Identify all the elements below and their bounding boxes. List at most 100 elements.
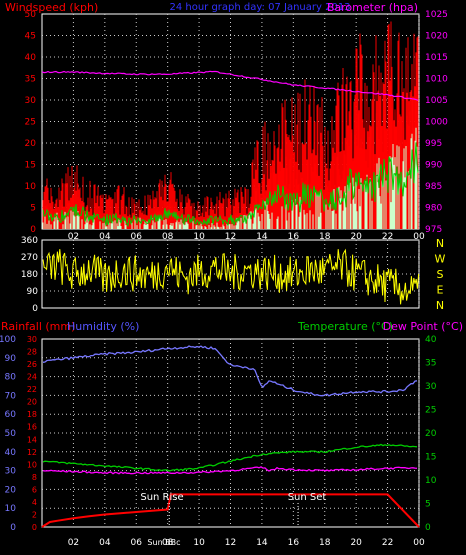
baro-tick-label: 995 (425, 139, 442, 149)
graph-day-title: 24 hour graph day: 07 January 2013 (169, 2, 350, 13)
humidity-tick-label: 50 (5, 429, 17, 439)
humidity-tick-label: 100 (0, 335, 16, 345)
humidity-tick-label: 30 (5, 467, 17, 477)
sun-marker-label: Sun BBc (147, 538, 180, 547)
direction-axis-ticks: 0 90 180 270 360 (21, 236, 38, 314)
rain-tick-label: 26 (27, 360, 37, 369)
barometer-series (41, 70, 419, 101)
compass-label: N (436, 237, 444, 250)
baro-tick-label: 990 (425, 161, 442, 171)
x-tick-label: 00 (413, 232, 425, 242)
rainfall-series (41, 493, 420, 528)
baro-tick-label: 1025 (425, 10, 448, 20)
x-tick-label: 16 (288, 232, 300, 242)
temperature-tick-label: 20 (425, 429, 437, 439)
compass-label: N (436, 299, 444, 312)
baro-axis-ticks: 975 980 985 990 995 1000 1005 1010 1015 1020 1025 (425, 10, 448, 235)
temperature-tick-label: 10 (425, 476, 437, 486)
wind-tick-label: 30 (25, 96, 37, 106)
wind-tick-label: 15 (25, 161, 36, 171)
humidity-tick-label: 60 (5, 410, 17, 420)
humidity-tick-label: 70 (5, 391, 17, 401)
baro-tick-label: 980 (425, 204, 442, 214)
x-tick-label: 18 (319, 232, 331, 242)
humidity-tick-label: 20 (5, 485, 17, 495)
top-series (41, 21, 419, 229)
x-tick-label: 22 (382, 538, 393, 548)
direction-tick-label: 90 (27, 287, 39, 297)
humidity-tick-label: 40 (5, 448, 17, 458)
x-tick-label: 04 (99, 538, 111, 548)
temp-title: Temperature (°C) (297, 320, 393, 333)
direction-grid (42, 240, 420, 308)
wind-avg-line (42, 142, 419, 228)
temperature-series (42, 443, 418, 472)
humidity-tick-label: 10 (5, 504, 17, 514)
rain-tick-label: 10 (27, 460, 37, 469)
temperature-tick-label: 0 (425, 523, 431, 533)
x-tick-label: 08 (162, 232, 174, 242)
bottom-x-ticks: 02 04 06 08 10 12 14 16 18 20 22 00 (68, 538, 425, 548)
x-tick-label: 04 (99, 232, 111, 242)
rain-tick-label: 12 (27, 448, 37, 457)
temperature-tick-label: 5 (425, 500, 431, 510)
wind-tick-label: 20 (25, 139, 37, 149)
bottom-series (41, 345, 420, 528)
rain-tick-label: 22 (27, 385, 37, 394)
rain-tick-label: 28 (27, 348, 37, 357)
x-tick-label: 12 (225, 538, 236, 548)
temperature-tick-label: 40 (425, 335, 437, 345)
rain-tick-label: 30 (27, 335, 37, 344)
wind-tick-label: 25 (25, 118, 36, 128)
x-tick-label: 06 (131, 538, 143, 548)
x-tick-label: 02 (68, 232, 79, 242)
baro-tick-label: 1020 (425, 32, 448, 42)
baro-tick-label: 975 (425, 225, 442, 235)
x-tick-label: 14 (256, 538, 268, 548)
rain-tick-label: 18 (27, 410, 37, 419)
dew-point-series (42, 466, 418, 475)
wind-tick-label: 0 (30, 225, 36, 235)
humidity-series (42, 345, 418, 397)
rain-tick-label: 8 (32, 473, 37, 482)
wind-title: Windspeed (kph) (5, 1, 98, 14)
x-tick-label: 16 (288, 538, 300, 548)
compass-label: E (437, 284, 444, 297)
compass-label: S (437, 268, 444, 281)
baro-tick-label: 1010 (425, 75, 448, 85)
rain-tick-label: 14 (27, 435, 37, 444)
x-tick-label: 06 (131, 232, 143, 242)
humidity-tick-label: 80 (5, 373, 17, 383)
temperature-tick-label: 25 (425, 406, 436, 416)
direction-tick-label: 360 (21, 236, 38, 246)
temperature-tick-label: 15 (425, 453, 436, 463)
direction-series (42, 248, 420, 305)
temperature-tick-label: 35 (425, 359, 436, 369)
x-tick-label: 00 (413, 538, 425, 548)
rain-tick-label: 20 (27, 398, 37, 407)
bottom-grid (42, 339, 420, 527)
humidity-tick-label: 90 (5, 354, 17, 364)
top-x-ticks: 02 04 06 08 10 12 14 16 18 20 22 00 (68, 232, 425, 242)
temperature-tick-label: 30 (425, 382, 437, 392)
direction-tick-label: 0 (32, 304, 38, 314)
baro-tick-label: 1005 (425, 96, 448, 106)
dew-title: Dew Point (°C) (383, 320, 463, 333)
average-wind-series (42, 127, 418, 229)
rain-tick-label: 24 (27, 373, 37, 382)
rain-tick-label: 6 (32, 485, 37, 494)
rain-tick-label: 2 (32, 510, 37, 519)
sun-set-label: Sun Set (288, 492, 327, 503)
humidity-tick-label: 0 (10, 523, 16, 533)
x-tick-label: 12 (225, 232, 236, 242)
baro-tick-label: 985 (425, 182, 442, 192)
wind-tick-label: 10 (25, 182, 37, 192)
x-tick-label: 10 (193, 232, 205, 242)
rain-tick-label: 4 (32, 498, 37, 507)
rain-tick-label: 16 (27, 423, 37, 432)
wind-direction-series (42, 248, 420, 305)
humidity-title: Humidity (%) (67, 320, 139, 333)
